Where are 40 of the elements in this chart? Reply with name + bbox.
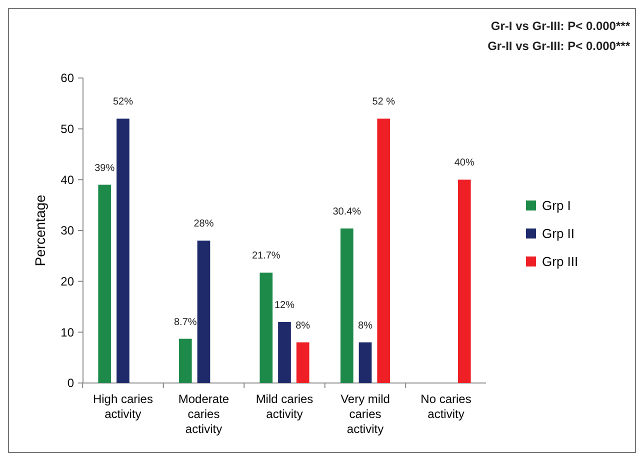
data-label: 12%: [274, 300, 295, 311]
legend-label: Grp III: [542, 254, 578, 270]
data-label: 8.7%: [174, 316, 197, 328]
bar: [197, 240, 210, 383]
bar: [116, 118, 130, 383]
y-tick-label: 60: [60, 71, 74, 86]
legend-label: Grp II: [542, 226, 575, 242]
bar: [340, 228, 354, 383]
y-tick-label: 30: [60, 224, 74, 238]
text: Gr-II vs Gr-III: P< 0.000***: [488, 39, 630, 53]
y-axis-title: Percentage: [32, 194, 48, 266]
y-tick-label: 40: [60, 172, 74, 187]
data-label: 52%: [112, 96, 134, 108]
data-label: 8%: [358, 320, 373, 332]
data-label: 40%: [454, 158, 474, 169]
y-tick-label: 0: [67, 376, 74, 390]
data-label: 52 %: [372, 96, 396, 108]
data-label: 39%: [94, 162, 115, 174]
legend-label: Grp I: [542, 198, 571, 214]
x-tick-label: No caries activity: [420, 392, 472, 421]
x-tick-label: Very mild caries activity: [340, 392, 390, 436]
data-label: 8%: [296, 320, 310, 332]
bar: [178, 338, 192, 383]
bar: [458, 180, 471, 383]
bar: [278, 322, 291, 383]
bar: [296, 342, 310, 383]
bar: [98, 184, 112, 383]
data-label: 30.4%: [332, 206, 362, 218]
x-tick-label: High caries activity: [92, 392, 153, 421]
bar: [260, 272, 273, 383]
y-tick-label: 20: [60, 274, 74, 289]
y-tick-label: 10: [60, 325, 74, 340]
bar: [358, 342, 372, 383]
bar: [377, 118, 390, 383]
data-label: 21.7%: [252, 250, 280, 262]
data-label: 28%: [194, 218, 214, 230]
x-tick-label: Mild caries activity: [256, 392, 314, 421]
y-tick-label: 50: [60, 122, 74, 136]
text: Gr-I vs Gr-III: P< 0.000***: [490, 19, 630, 33]
x-tick-label: Moderate caries activity: [178, 392, 230, 436]
